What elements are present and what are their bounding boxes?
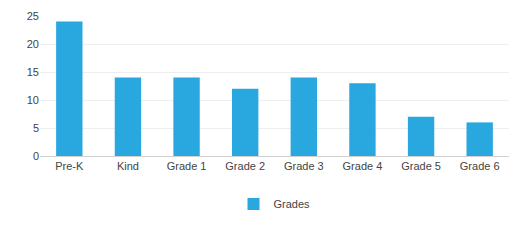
svg-text:Grade 3: Grade 3 [284,160,324,172]
svg-text:Pre-K: Pre-K [55,160,84,172]
svg-text:Grade 6: Grade 6 [460,160,500,172]
svg-text:Kind: Kind [117,160,139,172]
svg-text:15: 15 [27,66,39,78]
svg-text:Grades: Grades [274,198,311,210]
svg-text:10: 10 [27,94,39,106]
svg-text:Grade 2: Grade 2 [225,160,265,172]
svg-text:5: 5 [33,122,39,134]
svg-text:25: 25 [27,10,39,22]
svg-text:Grade 1: Grade 1 [167,160,207,172]
svg-text:Grade 4: Grade 4 [343,160,383,172]
svg-text:20: 20 [27,38,39,50]
svg-text:0: 0 [33,150,39,162]
svg-text:Grade 5: Grade 5 [401,160,441,172]
